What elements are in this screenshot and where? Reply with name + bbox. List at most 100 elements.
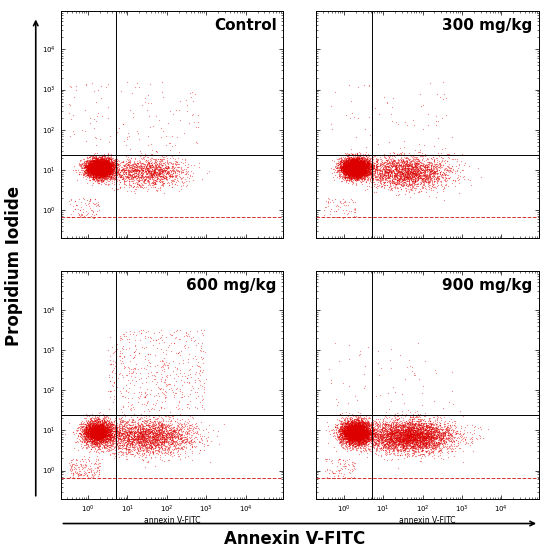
Point [96,161,104,170]
Point [353,163,361,172]
Point [150,434,158,443]
Point [92,159,101,168]
Point [354,161,362,170]
Point [362,166,371,175]
Point [459,429,468,438]
Point [382,431,391,440]
Point [167,158,175,167]
Point [388,432,397,440]
Point [383,162,392,171]
Point [403,428,411,437]
Point [455,438,464,447]
Point [99,424,108,433]
Point [427,165,436,174]
Point [141,157,150,166]
Point [167,422,175,431]
Point [350,435,359,444]
Point [351,433,360,442]
Point [361,167,370,176]
Point [349,429,358,438]
Point [422,162,431,171]
Point [98,430,107,439]
Point [348,196,356,204]
Point [343,428,351,437]
Point [410,427,419,436]
Point [91,170,100,178]
Point [97,435,106,444]
Point [97,163,106,172]
Point [100,162,108,171]
Point [91,435,100,444]
Point [142,416,151,425]
Point [448,432,457,441]
Point [349,208,358,217]
Point [100,157,109,166]
Point [359,427,367,436]
Point [346,161,355,170]
Point [354,422,362,430]
Point [361,166,370,175]
Point [409,163,417,172]
Point [187,430,196,439]
Point [355,421,364,430]
Point [86,166,95,175]
Point [355,419,364,428]
Point [391,423,400,432]
Point [155,425,164,434]
Point [343,429,351,438]
Point [102,166,111,175]
Point [335,162,344,171]
Point [353,166,361,175]
Point [403,172,412,181]
Point [340,168,349,177]
Point [354,167,362,176]
Point [89,158,97,167]
Point [354,162,363,171]
Point [97,422,106,430]
Point [412,170,421,179]
Point [350,420,359,429]
Point [356,427,365,435]
Point [368,166,377,175]
Point [353,424,362,433]
Point [378,414,387,423]
Point [338,456,347,465]
Point [421,420,430,429]
Point [425,442,433,451]
Point [84,427,92,436]
Point [105,430,114,439]
Point [93,167,102,176]
Point [111,434,120,443]
Point [86,152,95,161]
Point [359,160,367,169]
Point [408,155,417,164]
Point [97,163,106,172]
Point [87,175,96,183]
Point [359,429,367,438]
Point [94,158,102,167]
Point [351,413,360,422]
Point [96,434,104,443]
Point [343,157,351,166]
Point [351,429,360,438]
Point [97,174,106,183]
Point [399,162,408,171]
Point [96,160,104,169]
Point [340,432,349,440]
Point [348,168,357,177]
Point [155,412,164,420]
Point [96,161,105,170]
Point [99,161,108,170]
Point [420,168,429,177]
Point [96,166,104,175]
Point [113,171,122,179]
Point [93,171,102,180]
Point [89,159,98,168]
Point [157,438,166,447]
Point [351,432,360,440]
Point [94,160,103,168]
Point [350,158,359,167]
Point [351,158,360,167]
Point [351,175,360,183]
Point [144,170,153,179]
